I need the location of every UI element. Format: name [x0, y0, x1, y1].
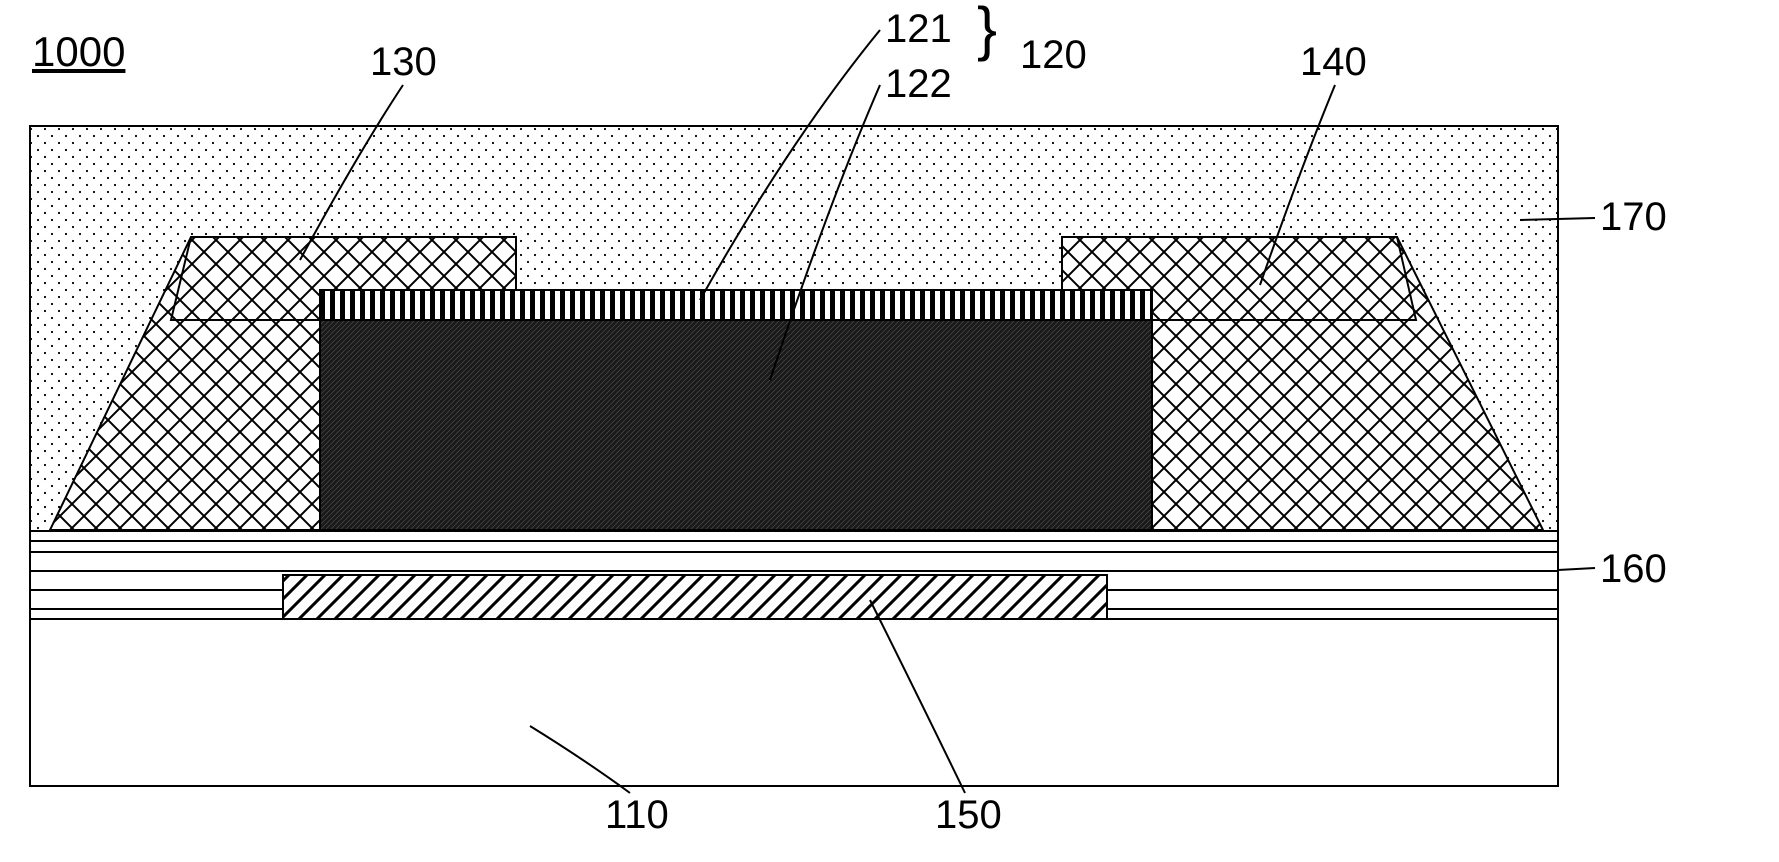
diagram-svg	[0, 0, 1779, 862]
label-150: 150	[935, 793, 1002, 838]
label-130: 130	[370, 40, 437, 85]
leader-160	[1558, 568, 1595, 570]
label-140: 140	[1300, 40, 1367, 85]
layer-122-active	[320, 320, 1152, 530]
label-160: 160	[1600, 547, 1667, 592]
layer-110-substrate	[30, 619, 1558, 786]
label-110: 110	[605, 793, 669, 838]
electrode-150-gate	[283, 575, 1107, 619]
label-120: 120	[1020, 33, 1087, 78]
label-170: 170	[1600, 195, 1667, 240]
layer-121-cap	[320, 290, 1152, 320]
diagram-canvas: 1000	[0, 0, 1779, 862]
brace-120: }	[977, 0, 997, 59]
label-122: 122	[885, 62, 952, 107]
label-121: 121	[885, 7, 952, 52]
gap-strip	[30, 531, 1558, 541]
